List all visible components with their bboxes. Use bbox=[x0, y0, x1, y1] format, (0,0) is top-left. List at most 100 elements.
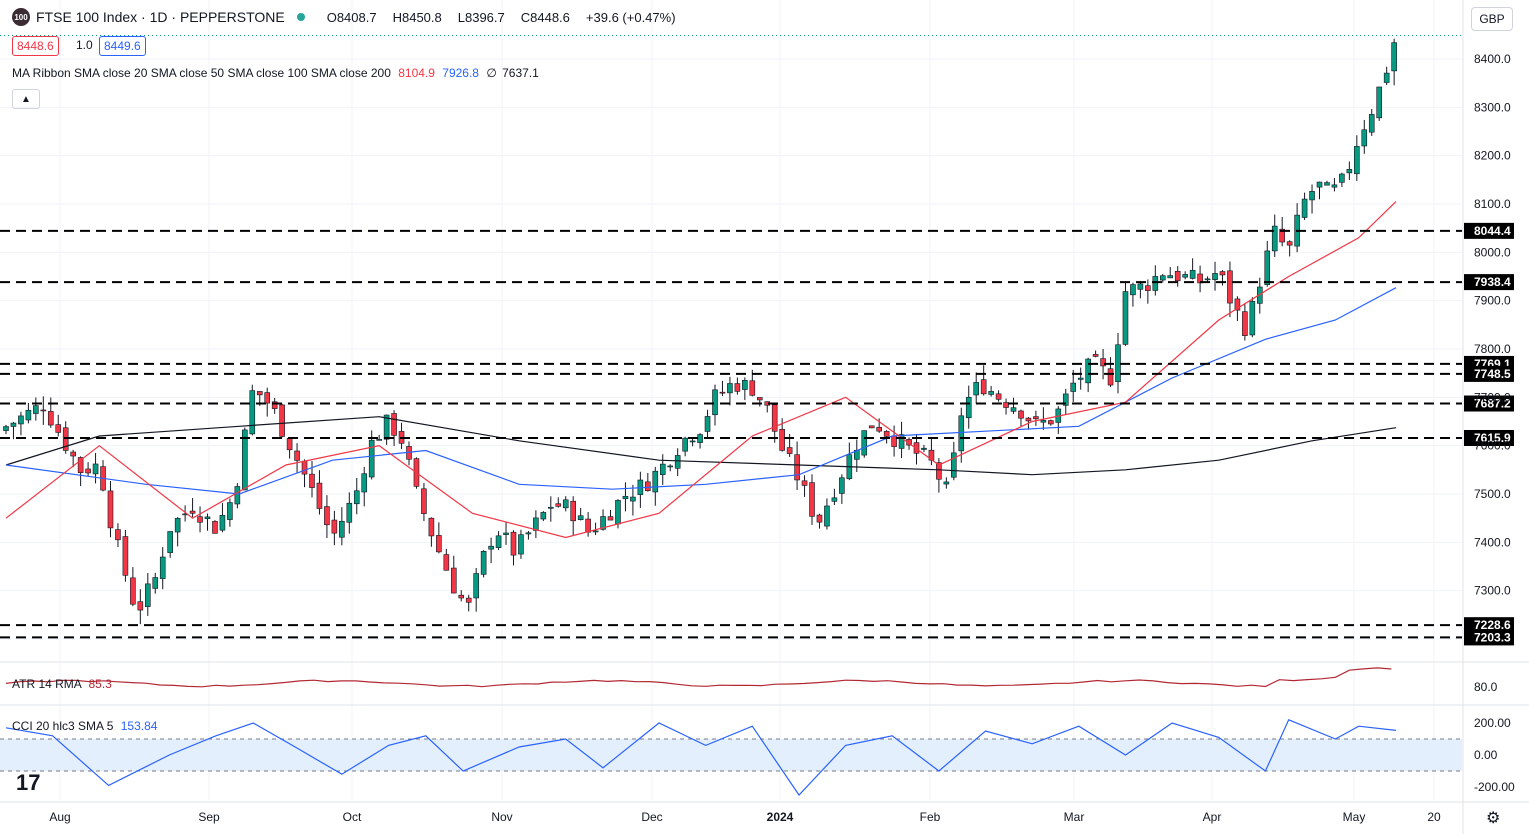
sma200-line bbox=[5, 416, 1397, 476]
candle-body bbox=[734, 383, 741, 392]
candle-body bbox=[1242, 311, 1248, 336]
ma-ribbon-label: MA Ribbon SMA close 20 SMA close 50 SMA … bbox=[12, 66, 391, 80]
candle-body bbox=[316, 482, 323, 509]
level-label: 7615.9 bbox=[1474, 431, 1511, 445]
candle-body bbox=[159, 556, 166, 579]
candle-body bbox=[174, 518, 181, 533]
price-tick-label: 8000.0 bbox=[1474, 245, 1511, 259]
symbol-header: 100 FTSE 100 Index · 1D · PEPPERSTONE O8… bbox=[12, 8, 676, 26]
candle-body bbox=[801, 480, 808, 486]
atr-value: 85.3 bbox=[88, 677, 112, 691]
candle-body bbox=[562, 499, 569, 509]
candle-body bbox=[62, 427, 69, 451]
gear-icon[interactable]: ⚙ bbox=[1486, 810, 1501, 827]
symbol-logo: 100 bbox=[12, 8, 30, 26]
candle-body bbox=[107, 490, 114, 529]
candle-body bbox=[1391, 42, 1397, 72]
candle-body bbox=[958, 415, 965, 452]
price-tick-label: 8200.0 bbox=[1474, 149, 1511, 163]
level-label: 7748.5 bbox=[1474, 367, 1511, 381]
candle-body bbox=[1286, 241, 1293, 246]
candle-body bbox=[630, 496, 636, 502]
candle-body bbox=[585, 518, 591, 533]
candle-body bbox=[55, 424, 62, 433]
sell-price-button[interactable]: 8448.6 bbox=[12, 36, 59, 56]
time-axis-label: 20 bbox=[1427, 810, 1441, 824]
price-tick-label: 7600.0 bbox=[1474, 439, 1511, 453]
time-axis-label: Aug bbox=[49, 810, 70, 824]
candle-body bbox=[749, 380, 756, 396]
symbol-title[interactable]: FTSE 100 Index · 1D · PEPPERSTONE bbox=[36, 9, 285, 25]
spread-value: 1.0 bbox=[72, 36, 97, 54]
sma100-value: ∅ bbox=[486, 66, 497, 80]
time-axis-label: Apr bbox=[1203, 810, 1222, 824]
candle-body bbox=[861, 430, 868, 456]
candle-body bbox=[256, 391, 263, 396]
buy-price-button[interactable]: 8449.6 bbox=[99, 36, 146, 56]
time-axis-label: 2024 bbox=[767, 810, 794, 824]
price-tick-label: 7400.0 bbox=[1474, 535, 1511, 549]
atr-tick-label: 80.0 bbox=[1474, 680, 1498, 694]
candle-body bbox=[1354, 146, 1360, 175]
candle-body bbox=[115, 529, 121, 541]
candle-body bbox=[1137, 283, 1144, 290]
candle-body bbox=[898, 434, 905, 449]
candle-body bbox=[167, 531, 173, 553]
cci-value: 153.84 bbox=[120, 719, 158, 733]
level-label-bg bbox=[1464, 274, 1514, 291]
candle-body bbox=[1368, 114, 1375, 133]
level-label-bg bbox=[1464, 629, 1514, 646]
candle-body bbox=[555, 503, 562, 507]
collapse-legend-button[interactable]: ▲ bbox=[12, 89, 40, 109]
candle-body bbox=[980, 379, 987, 395]
close-value: C8448.6 bbox=[520, 9, 570, 25]
price-tick-label: 7500.0 bbox=[1474, 487, 1511, 501]
candle-body bbox=[488, 545, 494, 550]
price-tick-label: 8400.0 bbox=[1474, 52, 1511, 66]
candle-body bbox=[1309, 191, 1315, 201]
level-label-bg bbox=[1464, 395, 1514, 412]
candle-body bbox=[301, 460, 308, 475]
candle-body bbox=[77, 457, 84, 474]
candle-body bbox=[1182, 274, 1188, 278]
candle-body bbox=[652, 470, 659, 493]
candle-body bbox=[1227, 270, 1233, 304]
candle-body bbox=[189, 510, 196, 514]
candle-body bbox=[1264, 250, 1271, 286]
candle-body bbox=[742, 380, 748, 390]
candle-body bbox=[540, 512, 547, 520]
candle-body bbox=[1249, 301, 1256, 336]
candle-body bbox=[428, 517, 435, 537]
tradingview-logo[interactable]: 17 bbox=[16, 770, 41, 795]
cci-line bbox=[5, 719, 1397, 796]
candle-body bbox=[1361, 129, 1368, 147]
candle-body bbox=[271, 401, 278, 409]
candle-body bbox=[1145, 285, 1151, 291]
candle-body bbox=[622, 495, 629, 500]
candle-body bbox=[1092, 354, 1099, 357]
candle-body bbox=[951, 452, 957, 478]
cci-legend[interactable]: CCI 20 hlc3 SMA 5 153.84 bbox=[12, 719, 157, 733]
candle-body bbox=[436, 535, 442, 553]
candle-body bbox=[421, 488, 427, 514]
time-axis-label: Oct bbox=[343, 810, 362, 824]
candle-body bbox=[712, 389, 718, 416]
candle-body bbox=[1048, 420, 1054, 425]
candle-body bbox=[1383, 72, 1390, 83]
cci-band bbox=[0, 739, 1462, 771]
level-label: 8044.4 bbox=[1474, 224, 1511, 238]
ma-ribbon-legend[interactable]: MA Ribbon SMA close 20 SMA close 50 SMA … bbox=[12, 66, 539, 80]
atr-line bbox=[5, 667, 1392, 688]
candle-body bbox=[1070, 382, 1077, 392]
candle-body bbox=[831, 497, 838, 502]
change-value: +39.6 (+0.47%) bbox=[585, 9, 676, 25]
currency-button[interactable]: GBP bbox=[1471, 7, 1513, 31]
candle-body bbox=[1085, 358, 1091, 384]
atr-legend[interactable]: ATR 14 RMA 85.3 bbox=[12, 677, 112, 691]
candle-body bbox=[1301, 198, 1308, 218]
candle-body bbox=[204, 516, 211, 519]
candle-body bbox=[689, 440, 696, 443]
candle-body bbox=[779, 429, 785, 451]
candle-body bbox=[794, 454, 800, 481]
